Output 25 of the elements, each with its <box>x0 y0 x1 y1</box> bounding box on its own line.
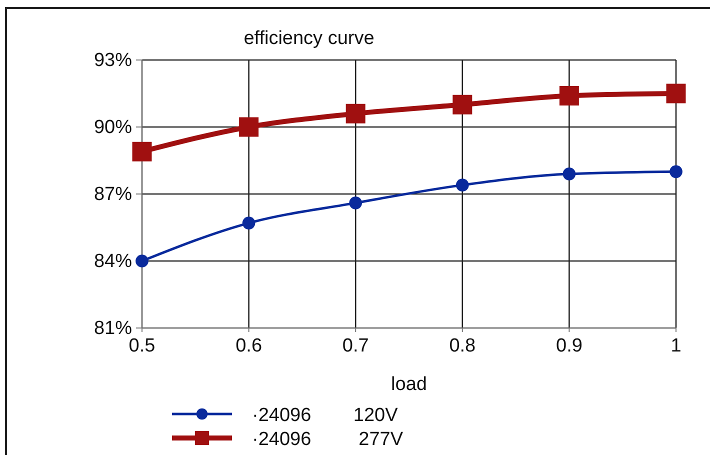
point <box>666 84 686 104</box>
point <box>562 167 576 180</box>
chart-title: efficiency curve <box>244 28 374 49</box>
y-tick-label: 87% <box>94 184 132 206</box>
x-tick-label: 0.9 <box>556 335 582 356</box>
point <box>132 142 152 162</box>
x-tick-label: 0.7 <box>342 335 369 356</box>
point <box>242 216 256 230</box>
point <box>559 86 579 106</box>
x-tick-label: 1 <box>670 335 682 356</box>
y-tick-label: 84% <box>94 251 132 272</box>
point <box>452 94 472 114</box>
point <box>670 165 682 178</box>
y-tick-label: 93% <box>94 50 132 72</box>
x-tick-label: 0.6 <box>236 335 262 356</box>
point <box>239 117 259 137</box>
x-tick-label: 0.8 <box>449 335 476 356</box>
point <box>349 196 362 210</box>
x-axis-title: load <box>391 374 427 395</box>
legend-label: ·24096 277V <box>252 429 404 450</box>
point <box>346 104 366 124</box>
point <box>136 254 148 268</box>
point <box>456 178 469 192</box>
y-tick-label: 90% <box>94 117 132 138</box>
legend-label: ·24096 120V <box>252 405 398 426</box>
